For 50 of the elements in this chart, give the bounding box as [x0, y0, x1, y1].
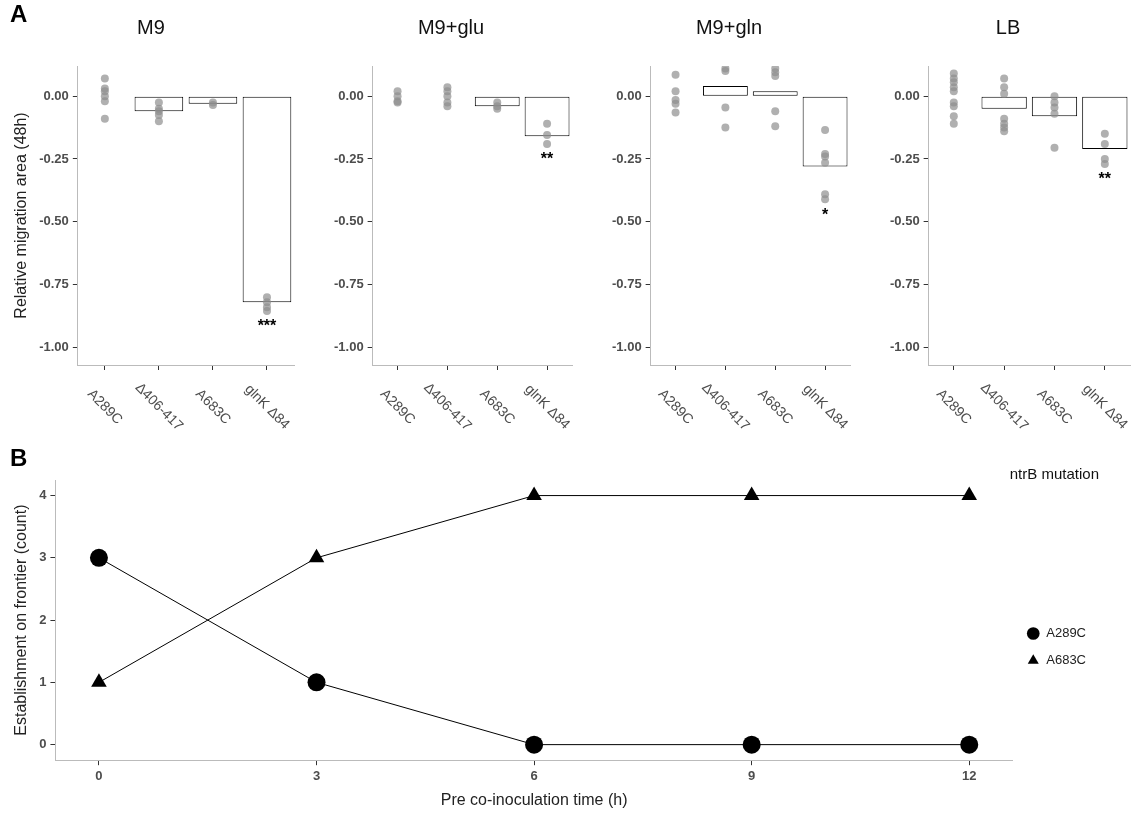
y-axis-title: Relative migration area (48h): [12, 112, 30, 319]
y-tick-label: -0.25: [39, 150, 69, 166]
y-tick-label: -1.00: [611, 338, 642, 354]
text: A: [10, 0, 28, 28]
legend-label: A683C: [1046, 652, 1086, 668]
x-tick-label: glnK Δ84: [800, 380, 852, 433]
y-tick-label: 0.00: [43, 87, 69, 103]
y-tick-label: -0.50: [611, 213, 642, 229]
x-tick-label: glnK Δ84: [522, 380, 574, 433]
y-tick-label: 0.00: [894, 87, 920, 103]
annotation: **: [1098, 170, 1112, 188]
y-tick-label: -0.75: [611, 276, 642, 292]
y-axis-title: Establishment on frontier (count): [12, 504, 30, 736]
y-tick-label: -1.00: [39, 338, 69, 354]
chart-title: M9+glu: [417, 15, 485, 38]
x-axis-title: Pre co-inoculation time (h): [440, 790, 628, 808]
y-tick-label: -0.75: [333, 276, 364, 292]
y-tick-label: -0.25: [889, 150, 920, 166]
annotation: *: [821, 205, 829, 223]
y-tick-label: 0.00: [338, 87, 364, 103]
x-tick-label: 6: [530, 767, 538, 783]
y-tick-label: 4: [39, 487, 48, 503]
y-tick-label: 2: [39, 611, 47, 627]
text: B: [10, 444, 28, 472]
legend-label: A289C: [1046, 625, 1086, 641]
y-tick-label: -0.75: [889, 276, 920, 292]
y-tick-label: -1.00: [333, 338, 364, 354]
y-tick-label: -0.25: [611, 150, 642, 166]
annotation: ***: [257, 317, 278, 335]
y-tick-label: 1: [39, 673, 47, 689]
y-tick-label: -0.50: [333, 213, 364, 229]
y-tick-label: 0: [39, 736, 47, 752]
chart-title: M9: [137, 15, 165, 38]
y-tick-label: -0.75: [39, 276, 69, 292]
chart-title: M9+gln: [695, 15, 763, 38]
y-tick-label: -0.25: [333, 150, 364, 166]
y-tick-label: 0.00: [616, 87, 642, 103]
y-tick-label: -0.50: [889, 213, 920, 229]
x-tick-label: 3: [312, 767, 321, 783]
x-tick-label: 0: [95, 767, 103, 783]
x-tick-label: 9: [748, 767, 756, 783]
y-tick-label: 3: [39, 549, 47, 565]
annotation: **: [540, 150, 555, 168]
chart-title: LB: [995, 15, 1021, 38]
x-tick-label: glnK Δ84: [1079, 380, 1132, 433]
x-tick-label: glnK Δ84: [242, 380, 294, 433]
y-tick-label: -1.00: [889, 338, 920, 354]
legend-title: ntrB mutation: [1009, 464, 1099, 482]
y-tick-label: -0.50: [39, 213, 69, 229]
x-tick-label: 12: [962, 767, 977, 783]
